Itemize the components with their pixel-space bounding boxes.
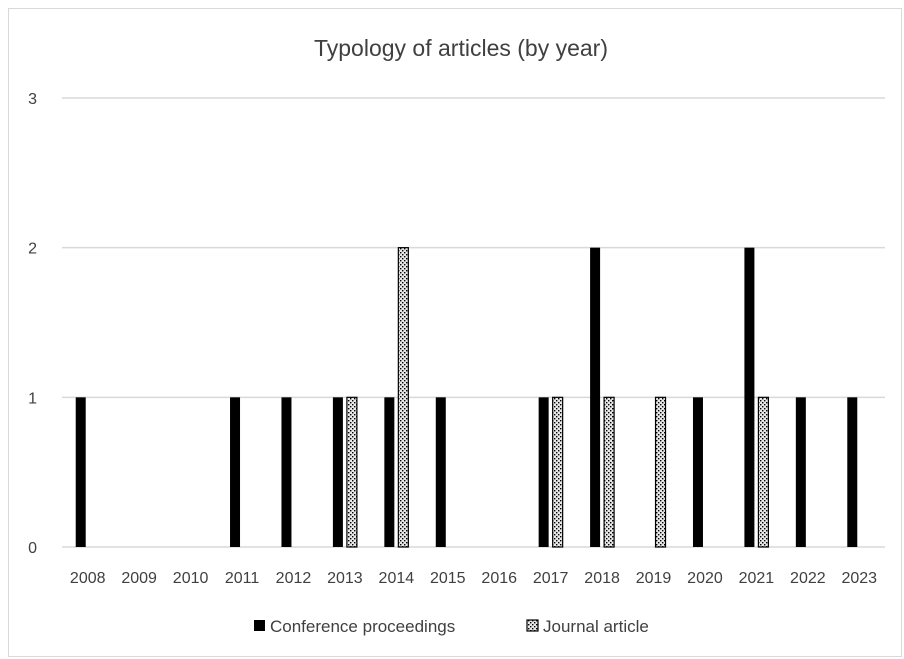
legend: Conference proceedings Journal article (254, 617, 649, 636)
x-tick-label: 2023 (841, 570, 877, 587)
x-axis-ticks: 2008 2009 2010 2011 2012 2013 2014 2015 2016 2017… (70, 570, 877, 587)
x-tick-label: 2022 (790, 570, 826, 587)
x-tick-label: 2014 (379, 570, 415, 587)
x-tick-label: 2021 (739, 570, 775, 587)
bar-conference-2021 (744, 247, 755, 547)
bar-journal-2019 (654, 396, 667, 548)
x-tick-label: 2010 (173, 570, 209, 587)
bar-journal-2018 (603, 396, 615, 548)
x-tick-label: 2013 (327, 570, 363, 587)
bar-conference-2013 (332, 397, 343, 547)
bars (75, 247, 858, 548)
y-tick-label: 1 (28, 390, 37, 407)
x-tick-label: 2017 (533, 570, 569, 587)
y-tick-label: 3 (28, 91, 37, 108)
bar-conference-2023 (847, 397, 858, 547)
bar-conference-2011 (230, 397, 241, 547)
x-tick-label: 2016 (481, 570, 517, 587)
chart-title: Typology of articles (by year) (314, 35, 608, 61)
x-tick-label: 2018 (584, 570, 620, 587)
legend-label-journal: Journal article (543, 617, 649, 636)
bar-conference-2018 (590, 247, 601, 547)
y-tick-label: 0 (28, 540, 37, 557)
bar-journal-2021 (757, 396, 770, 548)
y-axis-ticks: 0 1 2 3 (28, 91, 37, 557)
legend-swatch-conference (254, 620, 265, 631)
bar-conference-2012 (281, 397, 292, 547)
x-tick-label: 2019 (636, 570, 672, 587)
x-tick-label: 2012 (276, 570, 312, 587)
x-tick-label: 2020 (687, 570, 723, 587)
bar-journal-2013 (346, 396, 358, 548)
bar-conference-2008 (75, 397, 86, 547)
bar-conference-2015 (435, 397, 446, 547)
bar-conference-2014 (384, 397, 395, 547)
x-tick-label: 2015 (430, 570, 466, 587)
y-tick-label: 2 (28, 241, 37, 258)
x-tick-label: 2011 (225, 570, 260, 587)
bar-conference-2022 (795, 397, 806, 547)
legend-swatch-journal (526, 619, 539, 632)
bar-journal-2014 (397, 247, 409, 548)
bar-conference-2017 (538, 397, 549, 547)
x-tick-label: 2009 (121, 570, 157, 587)
bar-journal-2017 (552, 396, 564, 548)
x-tick-label: 2008 (70, 570, 106, 587)
bar-conference-2020 (692, 397, 703, 547)
legend-label-conference: Conference proceedings (270, 617, 455, 636)
